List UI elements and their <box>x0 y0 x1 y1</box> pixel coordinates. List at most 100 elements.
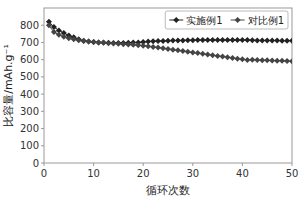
point <box>135 42 141 48</box>
legend-item: 实施例1 <box>169 15 222 26</box>
point <box>234 56 240 62</box>
point <box>155 38 161 44</box>
x-tick-label: 50 <box>286 168 299 179</box>
point <box>160 38 166 44</box>
y-tick-label: 800 <box>20 20 39 31</box>
y-tick <box>41 25 44 26</box>
y-tick <box>41 111 44 112</box>
point <box>190 49 196 55</box>
point <box>86 39 92 45</box>
point <box>120 41 126 47</box>
point <box>96 39 102 45</box>
point <box>225 54 231 60</box>
point <box>229 55 235 61</box>
point <box>125 42 131 48</box>
legend-box <box>165 11 288 29</box>
x-tick <box>44 163 45 166</box>
point <box>105 40 111 46</box>
point <box>170 38 176 44</box>
legend: 实施例1对比例1 <box>165 11 288 29</box>
x-axis-label: 循环次数 <box>146 184 190 197</box>
point <box>205 52 211 58</box>
x-tick-label: 10 <box>87 168 100 179</box>
point <box>284 58 290 64</box>
point <box>254 57 260 63</box>
point <box>249 37 255 43</box>
legend-marker <box>235 17 241 23</box>
y-tick <box>41 76 44 77</box>
point <box>145 43 151 49</box>
point <box>180 37 186 43</box>
point <box>160 45 166 51</box>
point <box>66 35 72 41</box>
plot-frame <box>44 8 292 163</box>
point <box>170 47 176 53</box>
point <box>46 22 52 28</box>
point <box>289 58 292 64</box>
point <box>244 37 250 43</box>
y-tick <box>41 128 44 129</box>
y-tick-label: 400 <box>20 89 39 100</box>
point <box>175 47 181 53</box>
y-tick-label: 200 <box>20 123 39 134</box>
point <box>115 41 121 47</box>
point <box>81 38 87 44</box>
x-tick <box>143 163 144 166</box>
point <box>269 58 275 64</box>
point <box>195 50 201 56</box>
x-tick-label: 40 <box>236 168 249 179</box>
point <box>76 36 82 42</box>
y-tick-label: 300 <box>20 106 39 117</box>
y-tick-label: 600 <box>20 54 39 65</box>
point <box>86 39 92 45</box>
y-axis-label: 比容量/mAh.g⁻¹ <box>2 44 15 127</box>
point <box>71 36 77 42</box>
y-tick-label: 500 <box>20 71 39 82</box>
point <box>259 57 265 63</box>
y-tick <box>41 94 44 95</box>
point <box>91 39 97 45</box>
x-tick-label: 30 <box>186 168 199 179</box>
point <box>150 38 156 44</box>
legend-label: 实施例1 <box>186 15 222 26</box>
y-tick-label: 0 <box>33 158 39 169</box>
point <box>274 58 280 64</box>
point <box>274 38 280 44</box>
x-tick-label: 20 <box>137 168 150 179</box>
point <box>150 44 156 50</box>
point <box>190 37 196 43</box>
point <box>200 51 206 57</box>
point <box>264 57 270 63</box>
x-tick <box>192 163 193 166</box>
y-tick <box>41 145 44 146</box>
point <box>239 56 245 62</box>
x-tick <box>93 163 94 166</box>
y-tick-label: 700 <box>20 37 39 48</box>
point <box>180 48 186 54</box>
point <box>249 57 255 63</box>
point <box>215 53 221 59</box>
y-tick-label: 100 <box>20 140 39 151</box>
point <box>259 37 265 43</box>
series-line <box>49 25 292 61</box>
point <box>96 39 102 45</box>
point <box>165 46 171 52</box>
point <box>61 34 67 40</box>
point <box>76 37 82 43</box>
point <box>110 40 116 46</box>
point <box>105 40 111 46</box>
y-tick <box>41 42 44 43</box>
y-tick <box>41 59 44 60</box>
point <box>279 58 285 64</box>
point <box>210 52 216 58</box>
point <box>185 49 191 55</box>
x-tick <box>242 163 243 166</box>
point <box>115 40 121 46</box>
point <box>81 38 87 44</box>
point <box>289 38 292 44</box>
point <box>244 57 250 63</box>
point <box>140 43 146 49</box>
point <box>130 42 136 48</box>
point <box>91 39 97 45</box>
point <box>220 54 226 60</box>
